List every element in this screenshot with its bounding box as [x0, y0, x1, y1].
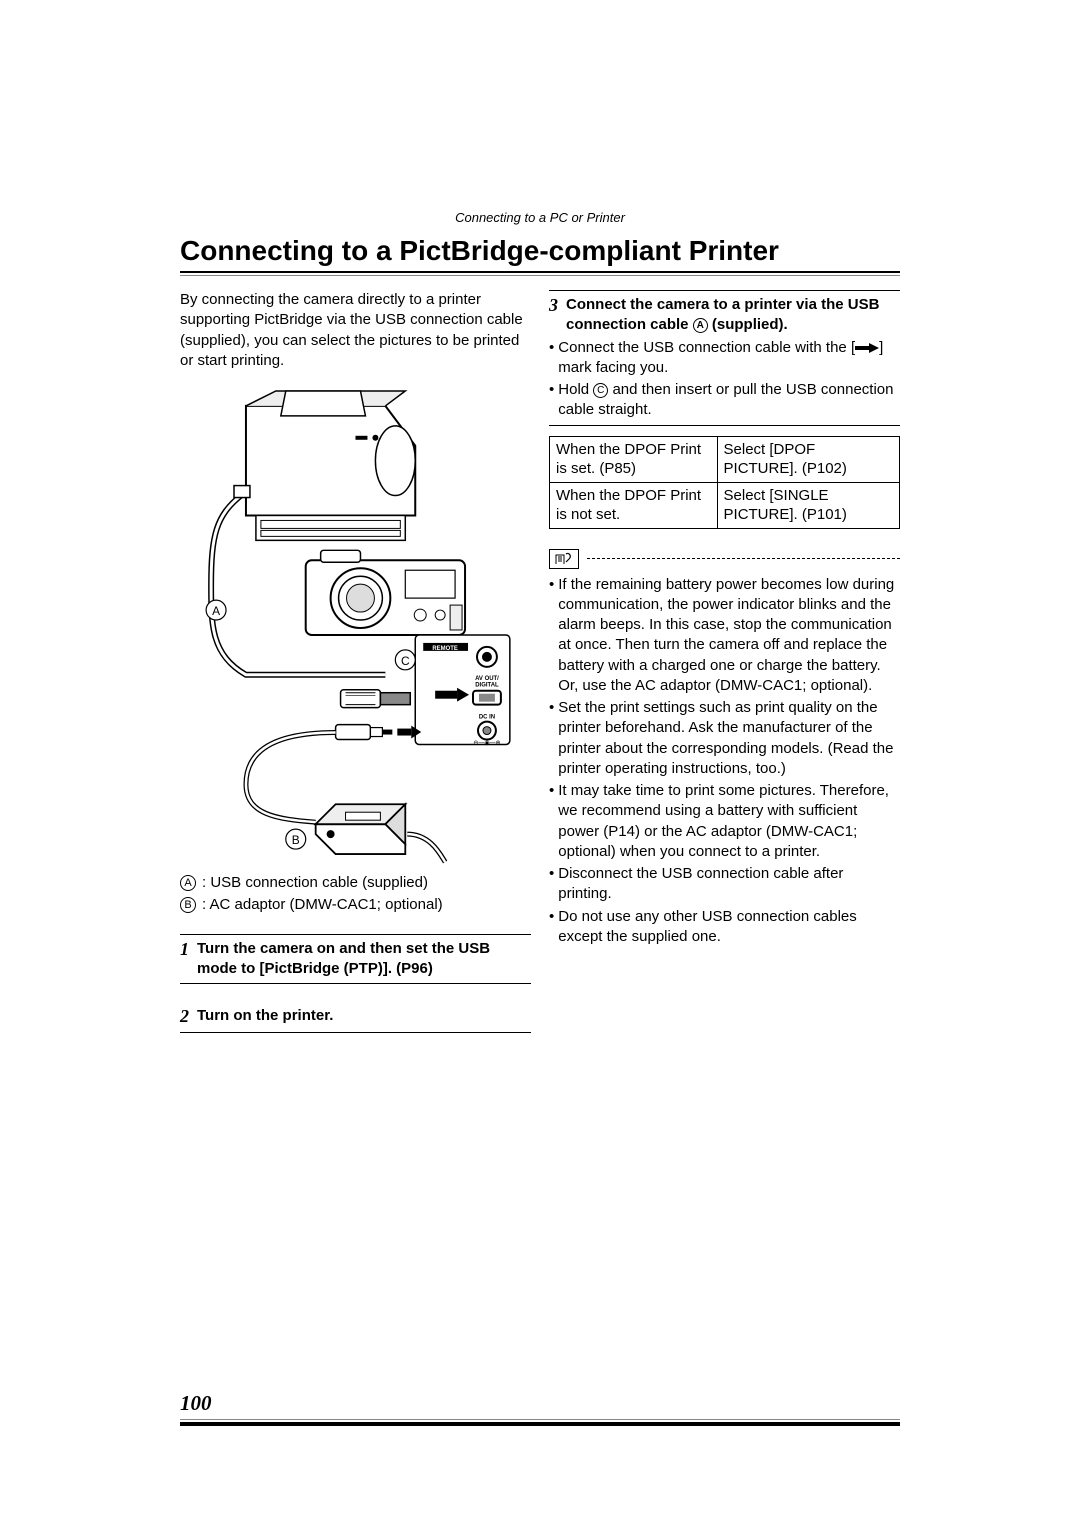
dc-plug-icon	[336, 725, 422, 740]
table-cell: When the DPOF Print is not set.	[550, 482, 718, 528]
step-2: 2 Turn on the printer.	[180, 1002, 531, 1033]
page-title: Connecting to a PictBridge-compliant Pri…	[180, 235, 900, 267]
footer-rule-thin	[180, 1419, 900, 1420]
step-1-text: Turn the camera on and then set the USB …	[197, 939, 531, 980]
legend-a-text: : USB connection cable (supplied)	[202, 873, 428, 893]
page-number: 100	[180, 1391, 212, 1416]
legend-a: A : USB connection cable (supplied)	[180, 873, 531, 893]
legend-b: B : AC adaptor (DMW-CAC1; optional)	[180, 895, 531, 915]
content-columns: By connecting the camera directly to a p…	[180, 290, 900, 1033]
left-column: By connecting the camera directly to a p…	[180, 290, 531, 1033]
note-item: •Do not use any other USB connection cab…	[549, 907, 900, 948]
step-3-bullet-2: • Hold C and then insert or pull the USB…	[549, 380, 900, 421]
note-item: •If the remaining battery power becomes …	[549, 575, 900, 697]
section-header: Connecting to a PC or Printer	[180, 210, 900, 225]
note-item: •Disconnect the USB connection cable aft…	[549, 864, 900, 905]
step-2-text: Turn on the printer.	[197, 1006, 333, 1026]
step-3-circled-c: C	[593, 383, 608, 398]
legend-b-circle: B	[180, 897, 196, 913]
callout-c-label: C	[401, 654, 410, 668]
table-cell: When the DPOF Print is set. (P85)	[550, 436, 718, 482]
footer-rule	[180, 1422, 900, 1426]
arrow-icon	[855, 343, 879, 353]
title-rule	[180, 271, 900, 273]
title-rule-thin	[180, 275, 900, 276]
legend-a-circle: A	[180, 875, 196, 891]
note-list: •If the remaining battery power becomes …	[549, 575, 900, 948]
dpof-table: When the DPOF Print is set. (P85) Select…	[549, 436, 900, 529]
step-3-bullet-1: • Connect the USB connection cable with …	[549, 338, 900, 379]
note-item: •Set the print settings such as print qu…	[549, 698, 900, 779]
table-row: When the DPOF Print is not set. Select […	[550, 482, 900, 528]
port-remote-label: REMOTE	[432, 646, 458, 652]
note-item: •It may take time to print some pictures…	[549, 781, 900, 862]
table-cell: Select [DPOF PICTURE]. (P102)	[717, 436, 899, 482]
printer-icon	[246, 391, 415, 540]
step-1-number: 1	[180, 939, 189, 961]
port-avout-label: AV OUT/	[475, 676, 499, 682]
usb-plug-icon	[341, 690, 411, 708]
svg-text:⊖—◉—⊕: ⊖—◉—⊕	[473, 741, 500, 747]
step-3-text: Connect the camera to a printer via the …	[566, 295, 900, 336]
note-icon	[549, 549, 579, 569]
port-dcin-label: DC IN	[479, 715, 495, 721]
ac-adaptor-icon	[316, 804, 406, 854]
note-divider	[549, 549, 900, 569]
note-dashes	[587, 558, 900, 559]
step-2-number: 2	[180, 1006, 189, 1028]
step-3-number: 3	[549, 295, 558, 317]
callout-b-label: B	[292, 833, 300, 847]
step-3-circled-a: A	[693, 318, 708, 333]
camera-icon	[306, 550, 465, 635]
step-3: 3 Connect the camera to a printer via th…	[549, 290, 900, 426]
port-panel: REMOTE AV OUT/ DIGITAL DC IN	[415, 635, 510, 747]
page-footer: 100	[180, 1419, 900, 1426]
right-column: 3 Connect the camera to a printer via th…	[549, 290, 900, 1033]
table-row: When the DPOF Print is set. (P85) Select…	[550, 436, 900, 482]
connection-diagram: A REMOTE	[180, 385, 531, 865]
step-1: 1 Turn the camera on and then set the US…	[180, 934, 531, 985]
intro-paragraph: By connecting the camera directly to a p…	[180, 290, 531, 371]
svg-text:DIGITAL: DIGITAL	[475, 683, 499, 689]
legend-b-text: : AC adaptor (DMW-CAC1; optional)	[202, 895, 443, 915]
table-cell: Select [SINGLE PICTURE]. (P101)	[717, 482, 899, 528]
callout-a-label: A	[212, 604, 220, 618]
